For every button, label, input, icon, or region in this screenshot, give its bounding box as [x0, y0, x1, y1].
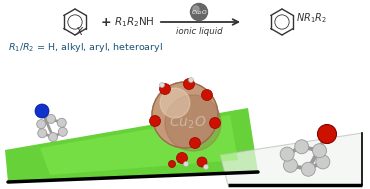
Circle shape: [202, 90, 212, 101]
Circle shape: [47, 114, 55, 123]
Circle shape: [193, 6, 199, 12]
Circle shape: [37, 120, 46, 129]
Circle shape: [295, 140, 309, 154]
Circle shape: [58, 127, 67, 136]
Polygon shape: [40, 115, 238, 175]
Circle shape: [189, 138, 201, 149]
Circle shape: [184, 161, 188, 167]
Circle shape: [57, 118, 66, 127]
Polygon shape: [5, 108, 258, 182]
Circle shape: [152, 82, 218, 148]
Text: $R_1$/$R_2$ = H, alkyl, aryl, heteroaryl: $R_1$/$R_2$ = H, alkyl, aryl, heteroaryl: [8, 40, 163, 53]
Circle shape: [35, 104, 49, 118]
Circle shape: [301, 162, 315, 176]
Circle shape: [209, 118, 221, 129]
Text: $R_1R_2$NH: $R_1R_2$NH: [114, 15, 154, 29]
Circle shape: [283, 158, 297, 172]
Circle shape: [280, 147, 294, 161]
Text: $Cu_2O$: $Cu_2O$: [169, 115, 207, 131]
Circle shape: [38, 129, 47, 138]
Circle shape: [168, 160, 175, 167]
Circle shape: [149, 115, 161, 126]
Circle shape: [159, 84, 171, 94]
Circle shape: [191, 4, 208, 20]
Circle shape: [317, 125, 336, 143]
Circle shape: [316, 155, 330, 169]
Circle shape: [313, 144, 327, 158]
Circle shape: [197, 157, 207, 167]
Circle shape: [204, 164, 209, 170]
Text: $Cu_2O$: $Cu_2O$: [191, 9, 208, 17]
Text: +: +: [101, 15, 111, 29]
Polygon shape: [220, 133, 362, 185]
Circle shape: [176, 153, 188, 163]
Circle shape: [48, 132, 58, 142]
Circle shape: [165, 95, 221, 151]
Text: ionic liquid: ionic liquid: [176, 28, 222, 36]
Circle shape: [159, 83, 165, 88]
Circle shape: [184, 78, 195, 90]
Text: X: X: [75, 27, 83, 37]
Text: $NR_1R_2$: $NR_1R_2$: [296, 11, 327, 25]
Circle shape: [188, 77, 194, 83]
Circle shape: [160, 88, 190, 118]
